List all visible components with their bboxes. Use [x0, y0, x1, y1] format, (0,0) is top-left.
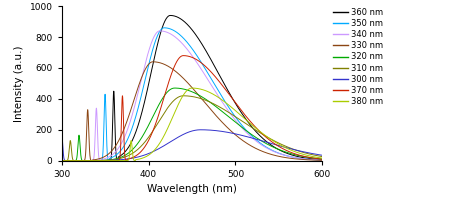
330 nm [172, 69, 178, 72]
310 nm [319, 155, 324, 158]
360 nm [160, 24, 166, 26]
350 nm [160, 27, 166, 29]
360 nm [319, 158, 324, 161]
300 nm [172, 138, 178, 140]
330 nm [150, 61, 156, 63]
350 nm [319, 159, 324, 161]
310 nm [59, 159, 64, 162]
370 nm [105, 159, 110, 162]
380 nm [290, 150, 296, 152]
Line: 310 nm: 310 nm [62, 96, 327, 161]
300 nm [161, 145, 166, 147]
Line: 340 nm: 340 nm [62, 31, 327, 161]
360 nm [324, 159, 329, 161]
380 nm [189, 87, 195, 89]
380 nm [160, 136, 166, 138]
Line: 370 nm: 370 nm [62, 56, 327, 161]
340 nm [105, 156, 110, 159]
370 nm [59, 159, 64, 162]
Line: 320 nm: 320 nm [62, 88, 327, 161]
380 nm [89, 159, 95, 162]
340 nm [290, 156, 296, 158]
340 nm [157, 30, 163, 32]
310 nm [160, 113, 166, 116]
320 nm [89, 159, 95, 162]
Line: 330 nm: 330 nm [62, 62, 327, 161]
320 nm [59, 159, 64, 162]
300 nm [324, 155, 329, 157]
350 nm [172, 30, 178, 32]
360 nm [105, 159, 110, 162]
300 nm [198, 129, 203, 131]
330 nm [324, 159, 329, 162]
X-axis label: Wavelength (nm): Wavelength (nm) [147, 184, 237, 194]
300 nm [319, 154, 325, 156]
360 nm [59, 159, 64, 162]
300 nm [89, 159, 95, 162]
370 nm [319, 158, 324, 160]
310 nm [181, 95, 186, 97]
350 nm [290, 156, 296, 158]
320 nm [172, 87, 177, 89]
300 nm [290, 148, 296, 151]
320 nm [319, 158, 324, 160]
330 nm [161, 63, 166, 65]
310 nm [89, 159, 95, 162]
320 nm [160, 96, 166, 98]
310 nm [105, 159, 110, 162]
310 nm [172, 98, 178, 101]
310 nm [290, 148, 296, 150]
Line: 350 nm: 350 nm [62, 28, 327, 161]
350 nm [161, 27, 167, 29]
Line: 300 nm: 300 nm [62, 130, 327, 161]
310 nm [324, 156, 329, 158]
Legend: 360 nm, 350 nm, 340 nm, 330 nm, 320 nm, 310 nm, 300 nm, 370 nm, 380 nm: 360 nm, 350 nm, 340 nm, 330 nm, 320 nm, … [332, 7, 384, 107]
350 nm [105, 156, 110, 158]
380 nm [172, 111, 178, 114]
360 nm [167, 14, 173, 17]
330 nm [319, 159, 324, 162]
340 nm [161, 30, 166, 33]
370 nm [89, 159, 95, 162]
320 nm [105, 159, 110, 161]
300 nm [59, 132, 64, 134]
340 nm [59, 159, 64, 162]
380 nm [324, 157, 329, 160]
Line: 360 nm: 360 nm [62, 15, 327, 161]
Y-axis label: Intensity (a.u.): Intensity (a.u.) [14, 45, 24, 122]
370 nm [324, 158, 329, 161]
370 nm [172, 64, 178, 67]
380 nm [59, 159, 64, 162]
Line: 380 nm: 380 nm [62, 88, 327, 161]
320 nm [324, 158, 329, 160]
300 nm [105, 159, 110, 162]
330 nm [89, 159, 95, 162]
350 nm [324, 159, 329, 162]
340 nm [324, 159, 329, 162]
370 nm [181, 54, 186, 57]
360 nm [172, 15, 178, 17]
330 nm [59, 159, 64, 162]
360 nm [89, 159, 95, 162]
320 nm [290, 153, 296, 155]
370 nm [290, 152, 296, 154]
340 nm [89, 159, 95, 162]
370 nm [160, 99, 166, 101]
350 nm [59, 159, 64, 162]
340 nm [172, 35, 178, 38]
330 nm [290, 157, 296, 160]
380 nm [319, 157, 324, 159]
340 nm [319, 159, 324, 161]
360 nm [290, 154, 296, 157]
330 nm [105, 153, 110, 156]
380 nm [105, 159, 110, 162]
350 nm [89, 159, 95, 162]
320 nm [172, 87, 178, 89]
300 nm [62, 159, 68, 162]
